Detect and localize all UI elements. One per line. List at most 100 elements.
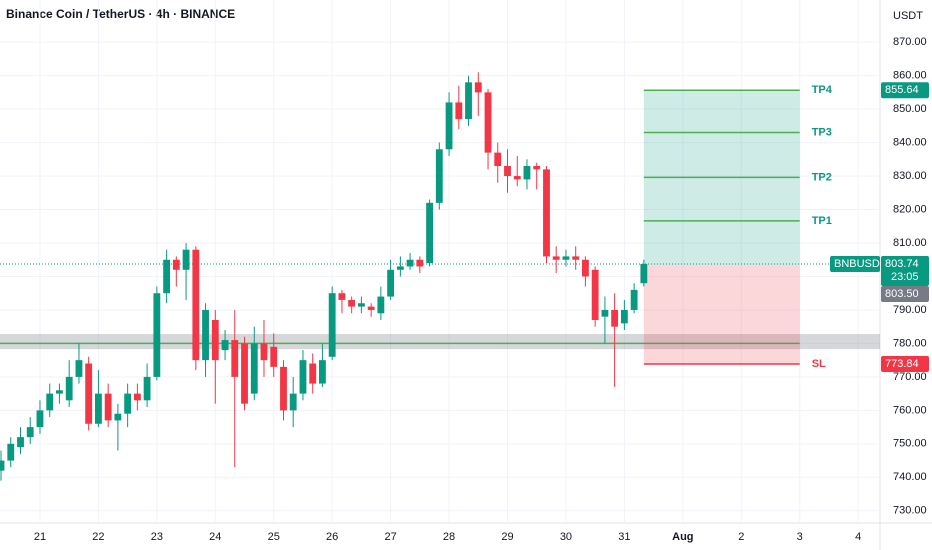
candle-body <box>172 259 180 270</box>
candle-body <box>75 360 83 377</box>
candle-body <box>426 202 434 264</box>
x-tick-label: 3 <box>797 531 803 543</box>
x-tick-label: 28 <box>443 531 455 543</box>
candle-body <box>133 393 141 401</box>
y-tick-label: 750.00 <box>893 438 927 450</box>
candle-body <box>211 319 219 361</box>
candle-body <box>513 176 521 180</box>
candle-body <box>143 376 151 401</box>
candle-body <box>36 410 44 428</box>
loss-zone <box>643 264 800 365</box>
candle-body <box>46 393 54 411</box>
y-tick-label: 860.00 <box>893 70 927 82</box>
candle-body <box>250 343 258 394</box>
y-tick-label: 850.00 <box>893 103 927 115</box>
x-tick-label: 29 <box>501 531 513 543</box>
x-tick-label: Aug <box>672 531 693 543</box>
candle-body <box>552 256 560 260</box>
stop-tag: 773.84 <box>885 358 919 370</box>
candle-body <box>202 309 209 361</box>
x-tick-label: 22 <box>92 531 104 543</box>
candle-body <box>270 346 278 367</box>
candle-body <box>338 293 346 300</box>
candle-body <box>377 296 385 314</box>
symbol-box <box>830 255 880 272</box>
candle-body <box>562 256 570 260</box>
target-label: TP4 <box>812 84 833 96</box>
candle-body <box>0 460 5 471</box>
candle-body <box>309 363 317 384</box>
candle-body <box>630 289 638 310</box>
candle-body <box>504 166 511 177</box>
candle-body <box>7 443 15 461</box>
entry-tag-box <box>881 285 929 302</box>
target-label: TP1 <box>812 215 832 227</box>
candle-body <box>56 390 63 394</box>
y-tick-label: 730.00 <box>893 505 927 517</box>
y-tick-label: 760.00 <box>893 404 927 416</box>
candle-body <box>494 152 502 167</box>
candle-body <box>289 393 297 411</box>
candle-body <box>328 293 336 357</box>
candle-body <box>367 306 375 310</box>
candle-body <box>241 343 248 404</box>
y-tick-label: 840.00 <box>893 136 927 148</box>
candle-body <box>445 102 453 150</box>
target-tag: 855.64 <box>885 84 919 96</box>
candle-body <box>124 393 132 414</box>
x-tick-label: 24 <box>209 531 221 543</box>
last-price-tag: 803.74 <box>885 258 919 270</box>
x-tick-label: 31 <box>618 531 630 543</box>
y-tick-label: 790.00 <box>893 304 927 316</box>
candle-body <box>65 376 73 401</box>
stop-tag-box <box>881 356 929 373</box>
y-tick-label: 740.00 <box>893 471 927 483</box>
symbol-label: BNBUSDT <box>834 258 887 270</box>
candle-body <box>94 393 102 424</box>
x-tick-label: 25 <box>268 531 280 543</box>
candle-body <box>319 360 326 384</box>
candle-body <box>260 343 268 361</box>
candle-body <box>572 256 580 260</box>
candle-body <box>153 293 161 377</box>
candle-body <box>474 82 482 93</box>
chart-title: Binance Coin / TetherUS · 4h · BINANCE <box>6 7 235 21</box>
target-label: TP2 <box>812 171 832 183</box>
candle-body <box>465 82 472 120</box>
candle-body <box>17 437 24 448</box>
candle-body <box>85 363 93 424</box>
candle-body <box>114 413 122 421</box>
y-tick-label: 810.00 <box>893 237 927 249</box>
countdown: 23:05 <box>891 271 919 283</box>
y-tick-label: 830.00 <box>893 170 927 182</box>
axis-unit: USDT <box>893 10 923 22</box>
candle-body <box>26 427 34 438</box>
y-tick-label: 870.00 <box>893 36 927 48</box>
x-tick-label: 4 <box>855 531 861 543</box>
candle-body <box>484 92 492 153</box>
candle-body <box>357 303 365 307</box>
candle-body <box>435 149 443 203</box>
stop-label: SL <box>812 358 826 370</box>
candle-body <box>182 249 190 270</box>
y-tick-label: 780.00 <box>893 337 927 349</box>
x-tick-label: 2 <box>738 531 744 543</box>
candle-body <box>533 166 541 170</box>
candle-body <box>406 259 414 267</box>
y-tick-label: 820.00 <box>893 203 927 215</box>
candle-body <box>387 269 395 297</box>
candle-body <box>299 360 307 394</box>
x-tick-label: 26 <box>326 531 338 543</box>
y-tick-label: 770.00 <box>893 371 927 383</box>
candle-body <box>104 393 112 421</box>
target-tag-box <box>881 82 929 99</box>
candle-body <box>523 166 531 180</box>
candle-body <box>620 309 628 324</box>
candle-body <box>192 249 200 361</box>
candle-body <box>280 366 287 411</box>
candle-body <box>640 263 648 284</box>
candle-body <box>396 266 404 270</box>
target-label: TP3 <box>812 126 832 138</box>
candle-body <box>611 309 619 327</box>
